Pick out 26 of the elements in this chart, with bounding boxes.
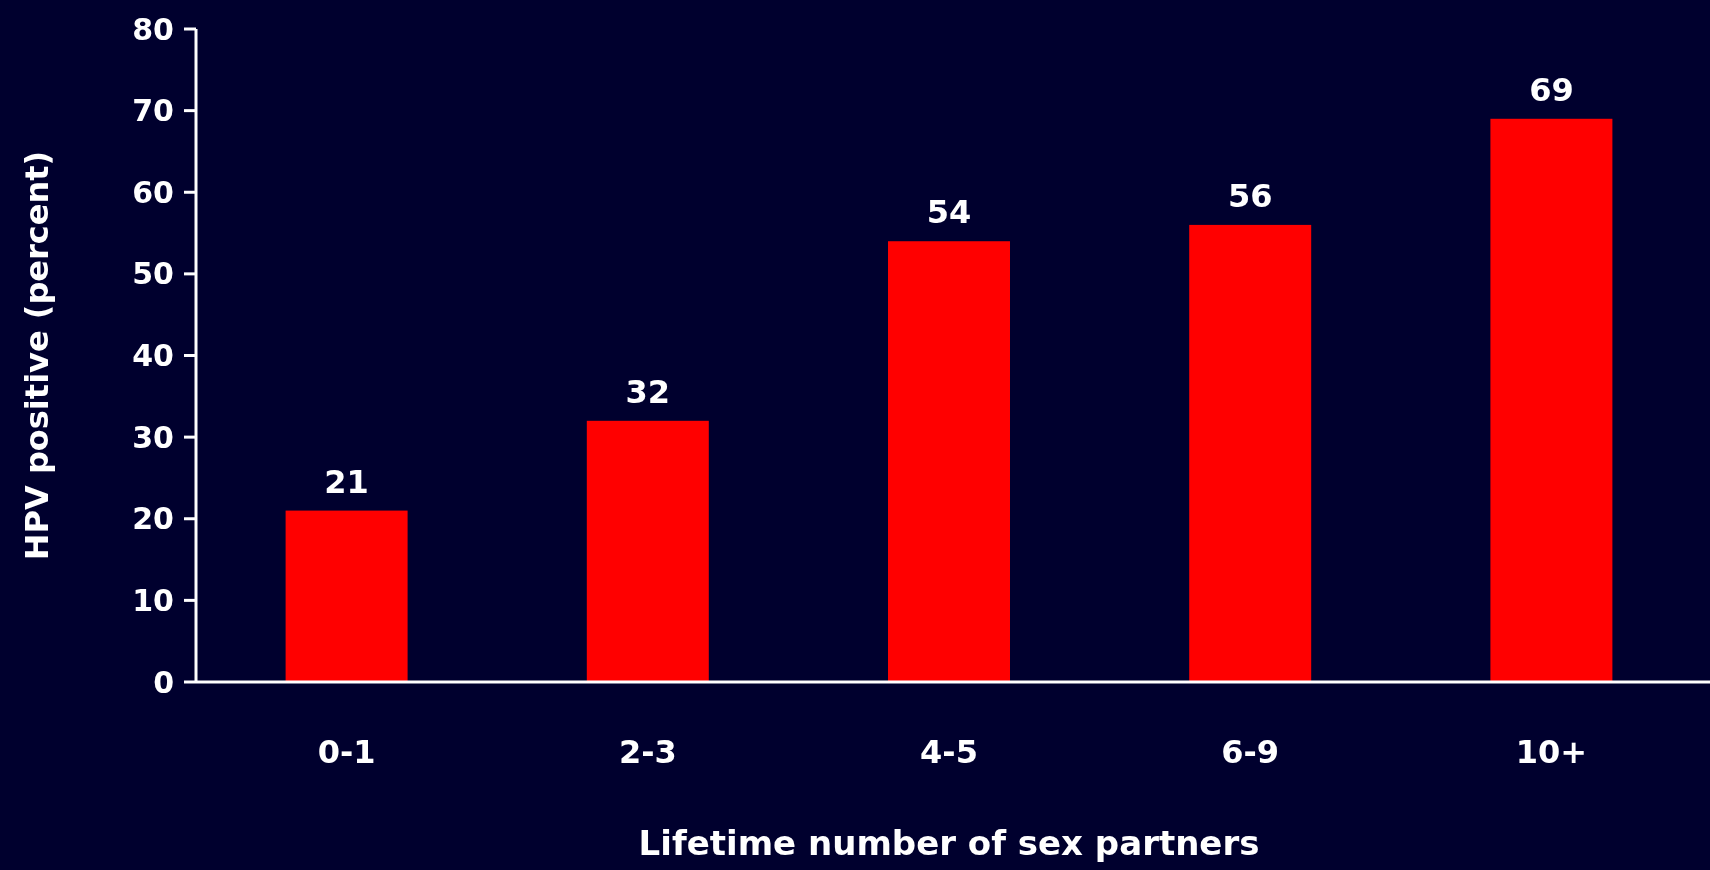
x-tick-label: 4-5	[920, 733, 978, 771]
y-tick-label: 30	[132, 419, 174, 455]
data-label: 21	[324, 462, 369, 501]
y-tick-label: 70	[132, 93, 174, 129]
y-tick-label: 50	[132, 256, 174, 292]
data-label: 56	[1227, 176, 1273, 215]
y-tick-label: 0	[153, 664, 174, 700]
x-tick-label: 0-1	[317, 733, 376, 771]
y-axis-title: HPV positive (percent)	[18, 150, 56, 561]
y-tick-label: 40	[132, 338, 174, 373]
bar	[1490, 118, 1613, 682]
bar	[586, 420, 709, 682]
y-tick-label: 10	[132, 582, 174, 618]
x-tick-label: 10+	[1515, 733, 1588, 771]
bar	[285, 510, 408, 682]
y-tick-label: 20	[132, 501, 174, 537]
y-tick-label: 60	[132, 174, 174, 210]
x-tick-label: 6-9	[1221, 733, 1280, 771]
y-tick-label: 80	[132, 11, 174, 47]
x-tick-label: 2-3	[618, 733, 677, 771]
bar	[888, 241, 1010, 682]
data-label: 69	[1529, 70, 1574, 109]
data-label: 32	[625, 372, 671, 411]
bar	[1189, 224, 1312, 682]
x-axis-title: Lifetime number of sex partners	[638, 823, 1260, 863]
data-label: 54	[926, 193, 972, 232]
